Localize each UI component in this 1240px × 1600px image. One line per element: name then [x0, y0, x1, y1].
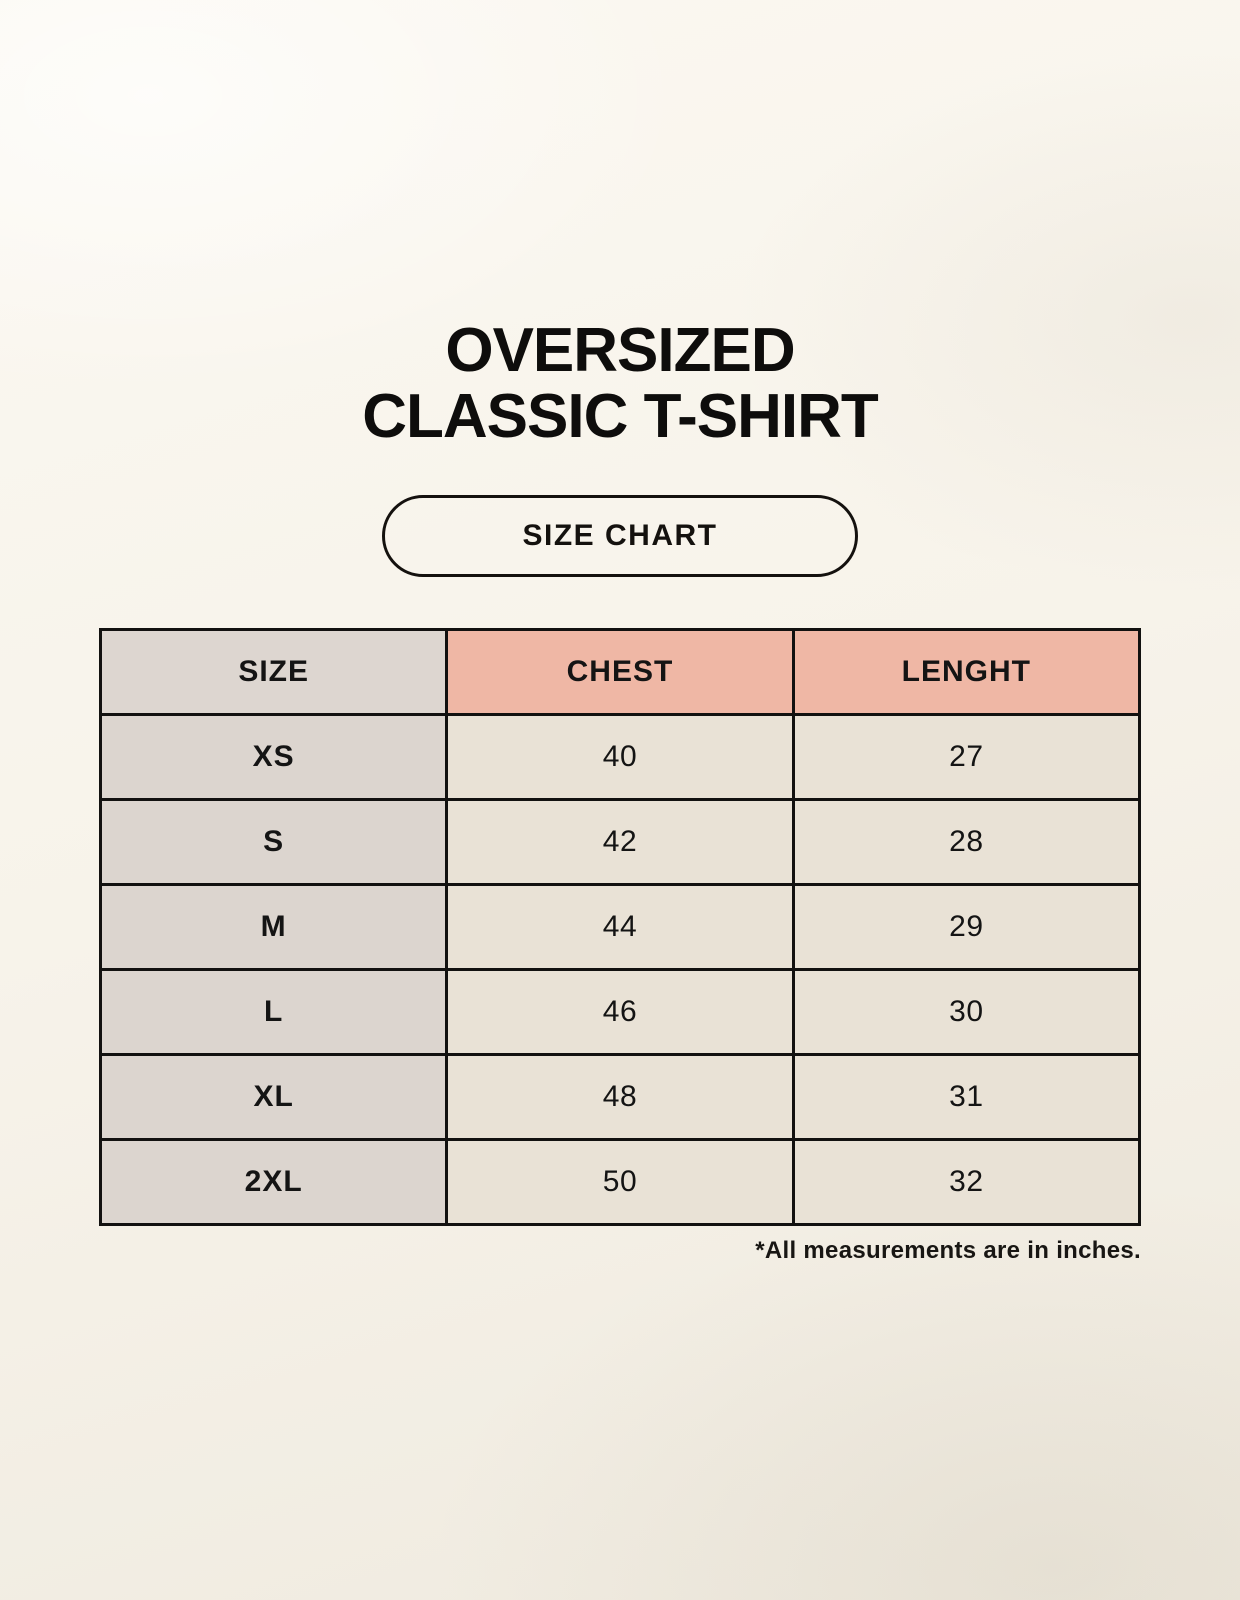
page-title-line2: CLASSIC T-SHIRT — [362, 382, 878, 452]
size-cell: S — [98, 797, 449, 886]
table-row: S 42 28 — [98, 797, 1142, 886]
table-row: XL 48 31 — [98, 1052, 1142, 1141]
table-row: XS 40 27 — [98, 712, 1142, 801]
table-row: 2XL 50 32 — [98, 1137, 1142, 1226]
chest-cell: 44 — [445, 882, 795, 971]
chest-cell: 46 — [445, 967, 795, 1056]
column-header-lenght: LENGHT — [791, 627, 1142, 716]
column-header-chest: CHEST — [445, 627, 795, 716]
size-cell: L — [98, 967, 449, 1056]
column-header-size: SIZE — [98, 627, 449, 716]
table-row: L 46 30 — [98, 967, 1142, 1056]
lenght-cell: 30 — [791, 967, 1142, 1056]
size-chart-badge-label: SIZE CHART — [522, 518, 718, 552]
size-chart-badge[interactable]: SIZE CHART — [382, 494, 858, 577]
lenght-cell: 32 — [791, 1137, 1142, 1226]
page-title: OVERSIZED CLASSIC T-SHIRT — [362, 316, 878, 452]
table-row: M 44 29 — [98, 882, 1142, 971]
chest-cell: 50 — [445, 1137, 795, 1226]
measurements-footnote: *All measurements are in inches. — [755, 1236, 1141, 1264]
page-title-line1: OVERSIZED — [445, 316, 795, 385]
lenght-cell: 27 — [791, 712, 1142, 801]
lenght-cell: 31 — [791, 1052, 1142, 1141]
chest-cell: 48 — [445, 1052, 795, 1141]
size-cell: XL — [98, 1052, 449, 1141]
chest-cell: 40 — [445, 712, 795, 801]
size-cell: XS — [98, 712, 449, 801]
size-chart-table: SIZE CHEST LENGHT XS 40 27 S 42 28 M 44 … — [98, 627, 1142, 1226]
chest-cell: 42 — [445, 797, 795, 886]
table-header-row: SIZE CHEST LENGHT — [98, 627, 1142, 716]
lenght-cell: 28 — [791, 797, 1142, 886]
size-cell: 2XL — [98, 1137, 449, 1226]
lenght-cell: 29 — [791, 882, 1142, 971]
size-cell: M — [98, 882, 449, 971]
